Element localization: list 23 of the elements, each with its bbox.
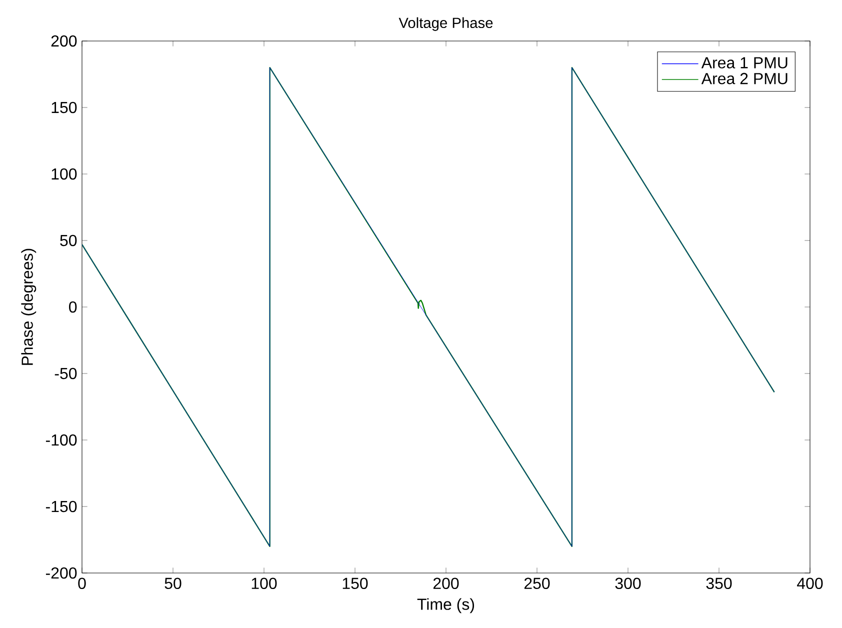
x-axis-title: Time (s) — [417, 598, 474, 614]
y-tick-label: -100 — [46, 434, 77, 446]
y-tick-label: 50 — [60, 234, 77, 246]
x-tick-label: 300 — [615, 578, 641, 590]
chart-title: Voltage Phase — [398, 17, 493, 31]
x-tick-label: 100 — [252, 578, 277, 590]
y-tick-label: 200 — [51, 35, 77, 47]
y-tick-label: -200 — [46, 567, 77, 579]
y-tick-label: 100 — [52, 168, 77, 180]
y-axis-title: Phase (degrees) — [21, 248, 36, 365]
x-tick-label: 50 — [164, 578, 182, 590]
x-tick-label: 250 — [524, 578, 550, 590]
y-tick-label: 0 — [69, 301, 77, 313]
legend-label: Area 2 PMU — [701, 72, 788, 84]
x-tick-label: 200 — [433, 578, 459, 590]
x-tick-label: 350 — [706, 578, 732, 590]
x-tick-label: 400 — [797, 578, 823, 590]
legend-label: Area 1 PMU — [701, 57, 788, 68]
y-tick-label: 150 — [52, 102, 77, 114]
y-tick-label: -150 — [46, 500, 77, 512]
x-tick-label: 150 — [342, 578, 368, 590]
y-tick-label: -50 — [54, 368, 77, 380]
x-tick-label: 0 — [78, 578, 86, 590]
